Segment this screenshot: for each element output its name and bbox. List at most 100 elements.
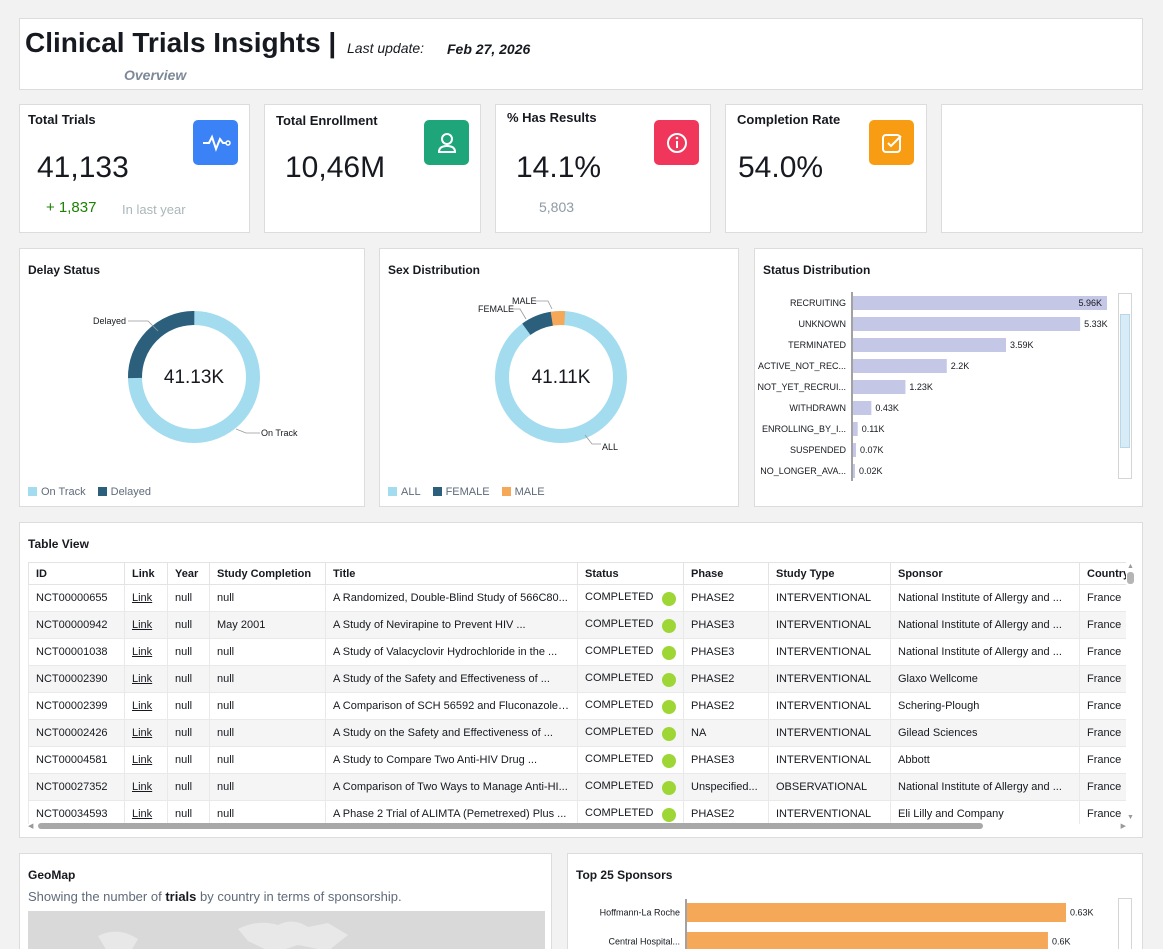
scrollbar-thumb[interactable] (38, 823, 983, 829)
cell-study-type: INTERVENTIONAL (768, 800, 891, 824)
cell-link[interactable]: Link (124, 773, 168, 801)
column-header-phase[interactable]: Phase (683, 562, 769, 585)
cell-link[interactable]: Link (124, 665, 168, 693)
donut-segment-male[interactable] (493, 309, 628, 444)
category-label: NOT_YET_RECRUI... (757, 382, 846, 392)
bar[interactable] (687, 932, 1048, 949)
cell-link[interactable]: Link (124, 611, 168, 639)
bar[interactable] (853, 380, 906, 394)
column-header-id[interactable]: ID (28, 562, 125, 585)
top-sponsors-bar-chart[interactable]: Hoffmann-La Roche 0.63K Central Hospital..… (568, 894, 1113, 949)
donut-segment-delayed[interactable] (127, 311, 260, 443)
cell-id[interactable]: NCT00004581 (28, 746, 125, 774)
bar[interactable] (853, 464, 855, 478)
cell-title: A Randomized, Double-Blind Study of 566C… (325, 584, 578, 612)
cell-link[interactable]: Link (124, 800, 168, 824)
table-row[interactable]: NCT00004581 Link null null A Study to Compar… (28, 746, 1126, 774)
column-header-year[interactable]: Year (167, 562, 210, 585)
table-horizontal-scrollbar[interactable]: ◀ ▶ (28, 822, 1126, 831)
cell-id[interactable]: NCT00001038 (28, 638, 125, 666)
legend-item-on-track[interactable]: On Track (28, 486, 86, 498)
legend-item-female[interactable]: FEMALE (432, 486, 490, 498)
bar[interactable] (853, 359, 947, 373)
cell-link[interactable]: Link (124, 719, 168, 747)
status-distribution-bar-chart[interactable]: RECRUITING 5.96K UNKNOWN 5.33K TERMINATED 3.5… (755, 291, 1115, 491)
column-header-title[interactable]: Title (325, 562, 578, 585)
scrollbar-thumb[interactable] (1120, 314, 1130, 448)
cell-id[interactable]: NCT00034593 (28, 800, 125, 824)
cell-study-type: INTERVENTIONAL (768, 692, 891, 720)
cell-id[interactable]: NCT00002399 (28, 692, 125, 720)
bar[interactable] (853, 443, 856, 457)
geo-map[interactable] (28, 911, 545, 949)
cell-id[interactable]: NCT00000655 (28, 584, 125, 612)
cell-study-completion: null (209, 719, 326, 747)
table-row[interactable]: NCT00002426 Link null null A Study on the Sa… (28, 719, 1126, 747)
bar-value-label: 0.6K (1052, 937, 1071, 947)
bar[interactable] (687, 903, 1066, 922)
delay-status-donut[interactable]: 41.13K Delayed On Track (20, 279, 366, 499)
cell-id[interactable]: NCT00002390 (28, 665, 125, 693)
kpi-value: 10,46M (285, 151, 386, 184)
column-header-sponsor[interactable]: Sponsor (890, 562, 1080, 585)
chart-scrollbar[interactable] (1118, 293, 1132, 479)
kpi-empty-slot (941, 104, 1143, 233)
label-on-track: On Track (261, 428, 298, 438)
cell-year: null (167, 692, 210, 720)
cell-link[interactable]: Link (124, 746, 168, 774)
kpi-value: 41,133 (37, 151, 129, 184)
sex-distribution-donut[interactable]: 41.11K FEMALE MALE ALL (380, 279, 740, 499)
cell-link[interactable]: Link (124, 638, 168, 666)
table-row[interactable]: NCT00027352 Link null null A Comparison of T… (28, 773, 1126, 801)
cell-year: null (167, 611, 210, 639)
scroll-left-arrow-icon[interactable]: ◀ (28, 823, 34, 830)
table-row[interactable]: NCT00000655 Link null null A Randomized, Dou… (28, 584, 1126, 612)
status-distribution-card: Status Distribution RECRUITING 5.96K UNKNO… (754, 248, 1143, 507)
legend-item-delayed[interactable]: Delayed (97, 486, 151, 498)
bar[interactable] (853, 422, 858, 436)
column-header-study-completion[interactable]: Study Completion (209, 562, 326, 585)
table-vertical-scrollbar[interactable]: ▲ ▼ (1126, 563, 1135, 825)
cell-status: COMPLETED (577, 638, 684, 666)
kpi-value: 14.1% (516, 151, 602, 184)
column-header-status[interactable]: Status (577, 562, 684, 585)
column-header-link[interactable]: Link (124, 562, 168, 585)
cell-year: null (167, 638, 210, 666)
donut-segment-female[interactable] (479, 295, 644, 460)
bar[interactable] (853, 338, 1006, 352)
bar-value-label: 2.2K (951, 361, 970, 371)
legend-item-male[interactable]: MALE (501, 486, 545, 498)
table-row[interactable]: NCT00001038 Link null null A Study of Valacy… (28, 638, 1126, 666)
cell-study-type: INTERVENTIONAL (768, 746, 891, 774)
cell-status: COMPLETED (577, 584, 684, 612)
cell-country: France (1079, 665, 1126, 693)
cell-phase: NA (683, 719, 769, 747)
column-header-study-type[interactable]: Study Type (768, 562, 891, 585)
column-header-country[interactable]: Country (1079, 562, 1126, 585)
cell-id[interactable]: NCT00002426 (28, 719, 125, 747)
cell-id[interactable]: NCT00000942 (28, 611, 125, 639)
category-label: SUSPENDED (790, 445, 847, 455)
table-row[interactable]: NCT00002390 Link null null A Study of the Sa… (28, 665, 1126, 693)
bar[interactable] (853, 401, 872, 415)
scroll-up-arrow-icon[interactable]: ▲ (1127, 563, 1134, 570)
status-indicator-dot (662, 780, 676, 795)
table-viewport[interactable]: ID Link Year Study Completion Title Stat… (28, 562, 1126, 824)
chart-scrollbar[interactable] (1118, 898, 1132, 949)
cell-country: France (1079, 719, 1126, 747)
cell-sponsor: Eli Lilly and Company (890, 800, 1080, 824)
cell-link[interactable]: Link (124, 692, 168, 720)
scroll-down-arrow-icon[interactable]: ▼ (1127, 814, 1134, 821)
table-row[interactable]: NCT00002399 Link null null A Comparison of S… (28, 692, 1126, 720)
legend-item-all[interactable]: ALL (388, 486, 421, 498)
cell-id[interactable]: NCT00027352 (28, 773, 125, 801)
scroll-right-arrow-icon[interactable]: ▶ (1120, 823, 1126, 830)
table-row[interactable]: NCT00034593 Link null null A Phase 2 Trial o… (28, 800, 1126, 824)
bar[interactable] (853, 317, 1081, 331)
cell-link[interactable]: Link (124, 584, 168, 612)
scrollbar-thumb[interactable] (1127, 572, 1134, 584)
top-sponsors-card: Top 25 Sponsors Hoffmann-La Roche 0.63K Ce… (567, 853, 1143, 949)
cell-status: COMPLETED (577, 692, 684, 720)
bar[interactable] (853, 296, 1107, 310)
table-row[interactable]: NCT00000942 Link null May 2001 A Study of Ne… (28, 611, 1126, 639)
